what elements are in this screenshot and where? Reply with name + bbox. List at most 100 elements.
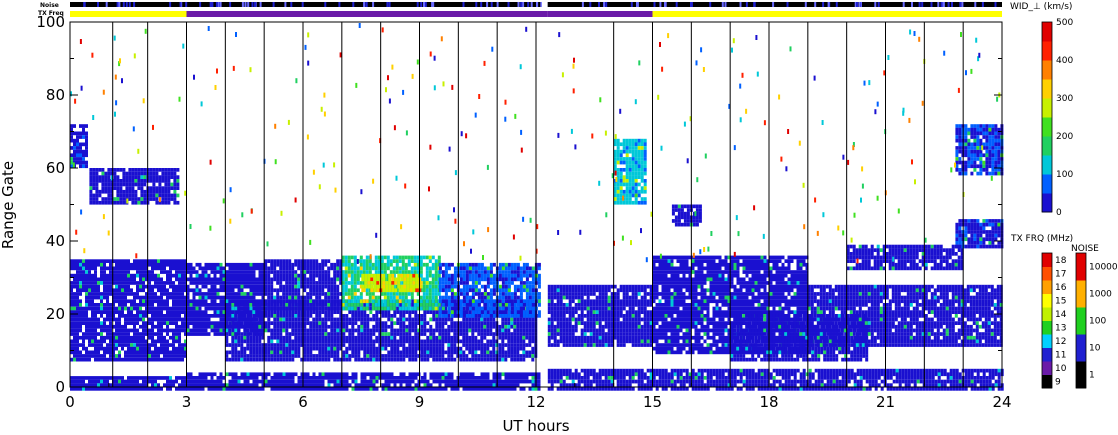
- echo-cell: [237, 354, 241, 358]
- echo-cell: [109, 284, 112, 289]
- echo-cell: [166, 270, 169, 274]
- echo-cell: [97, 321, 100, 325]
- echo-cell: [312, 262, 316, 267]
- echo-cell: [124, 332, 127, 336]
- echo-cell: [306, 295, 310, 300]
- echo-cell: [279, 317, 283, 322]
- echo-cell: [371, 262, 375, 267]
- echo-cell: [498, 350, 502, 355]
- echo-cell: [444, 284, 448, 289]
- echo-cell: [240, 332, 244, 336]
- noise-mark: [589, 2, 592, 7]
- echo-cell: [291, 292, 295, 296]
- echo-cell: [504, 273, 508, 278]
- echo-cell: [357, 328, 361, 333]
- echo-cell: [160, 262, 163, 267]
- echo-cell: [92, 186, 96, 190]
- echo-cell: [453, 346, 457, 351]
- echo-cell: [213, 288, 217, 293]
- echo-cell: [330, 277, 334, 282]
- echo-cell: [435, 321, 439, 325]
- echo-cell: [525, 324, 529, 329]
- echo-cell: [380, 266, 384, 271]
- echo-cell: [362, 259, 366, 263]
- echo-cell: [145, 346, 148, 351]
- echo-cell: [149, 197, 153, 201]
- echo-cell: [405, 332, 409, 336]
- echo-cell: [154, 299, 157, 304]
- echo-cell: [374, 259, 378, 263]
- echo-cell: [112, 357, 115, 362]
- noise-mark: [475, 2, 478, 7]
- echo-cell: [372, 332, 376, 336]
- echo-cell: [139, 270, 142, 274]
- echo-cell: [100, 328, 103, 333]
- echo-cell: [115, 321, 118, 325]
- echo-cell: [393, 339, 397, 344]
- echo-cell: [483, 270, 487, 274]
- echo-cell: [279, 284, 283, 289]
- echo-cell: [192, 299, 196, 304]
- echo-cell: [375, 346, 379, 351]
- echo-cell: [447, 354, 451, 358]
- echo-cell: [333, 350, 337, 355]
- echo-cell: [92, 168, 96, 172]
- echo-cell: [178, 303, 181, 307]
- echo-cell: [447, 324, 451, 329]
- echo-cell: [255, 314, 259, 318]
- echo-cell: [347, 281, 351, 285]
- echo-cell: [201, 310, 205, 314]
- echo-cell: [228, 303, 232, 307]
- echo-cell: [95, 171, 99, 176]
- echo-cell: [73, 284, 76, 289]
- echo-cell: [207, 266, 211, 271]
- echo-cell: [519, 317, 523, 322]
- echo-cell: [192, 277, 196, 282]
- echo-cell: [333, 262, 337, 267]
- echo-cell: [447, 332, 451, 336]
- echo-cell: [160, 277, 163, 282]
- echo-cell: [413, 306, 417, 311]
- echo-cell: [82, 266, 85, 271]
- echo-cell: [170, 193, 174, 198]
- echo-cell: [369, 328, 373, 333]
- echo-cell: [510, 346, 514, 351]
- echo-cell: [143, 193, 147, 198]
- echo-cell: [528, 266, 532, 271]
- echo-cell: [288, 292, 292, 296]
- echo-cell: [89, 171, 93, 176]
- echo-cell: [133, 295, 136, 300]
- echo-cell: [130, 266, 133, 271]
- echo-cell: [303, 303, 307, 307]
- echo-cell: [261, 277, 265, 282]
- echo-cell: [170, 182, 174, 187]
- echo-cell: [106, 328, 109, 333]
- echo-cell: [462, 295, 466, 300]
- echo-cell: [234, 379, 238, 384]
- echo-cell: [131, 186, 135, 190]
- echo-cell: [222, 266, 226, 271]
- echo-cell: [70, 339, 73, 344]
- echo-cell: [172, 310, 175, 314]
- echo-cell: [339, 343, 343, 347]
- echo-cell: [453, 306, 457, 311]
- echo-cell: [408, 339, 412, 344]
- echo-cell: [148, 387, 151, 391]
- echo-cell: [97, 354, 100, 358]
- echo-cell: [312, 339, 316, 344]
- echo-cell: [225, 335, 229, 340]
- echo-cell: [480, 306, 484, 311]
- echo-cell: [279, 306, 283, 311]
- echo-cell: [240, 321, 244, 325]
- echo-cell: [327, 350, 331, 355]
- echo-cell: [264, 357, 268, 362]
- echo-cell: [414, 332, 418, 336]
- echo-cell: [388, 284, 392, 289]
- echo-cell: [88, 262, 91, 267]
- echo-cell: [425, 284, 429, 289]
- echo-cell: [309, 262, 313, 267]
- echo-cell: [510, 281, 514, 285]
- echo-cell: [79, 343, 82, 347]
- echo-cell: [303, 310, 307, 314]
- echo-cell: [291, 321, 295, 325]
